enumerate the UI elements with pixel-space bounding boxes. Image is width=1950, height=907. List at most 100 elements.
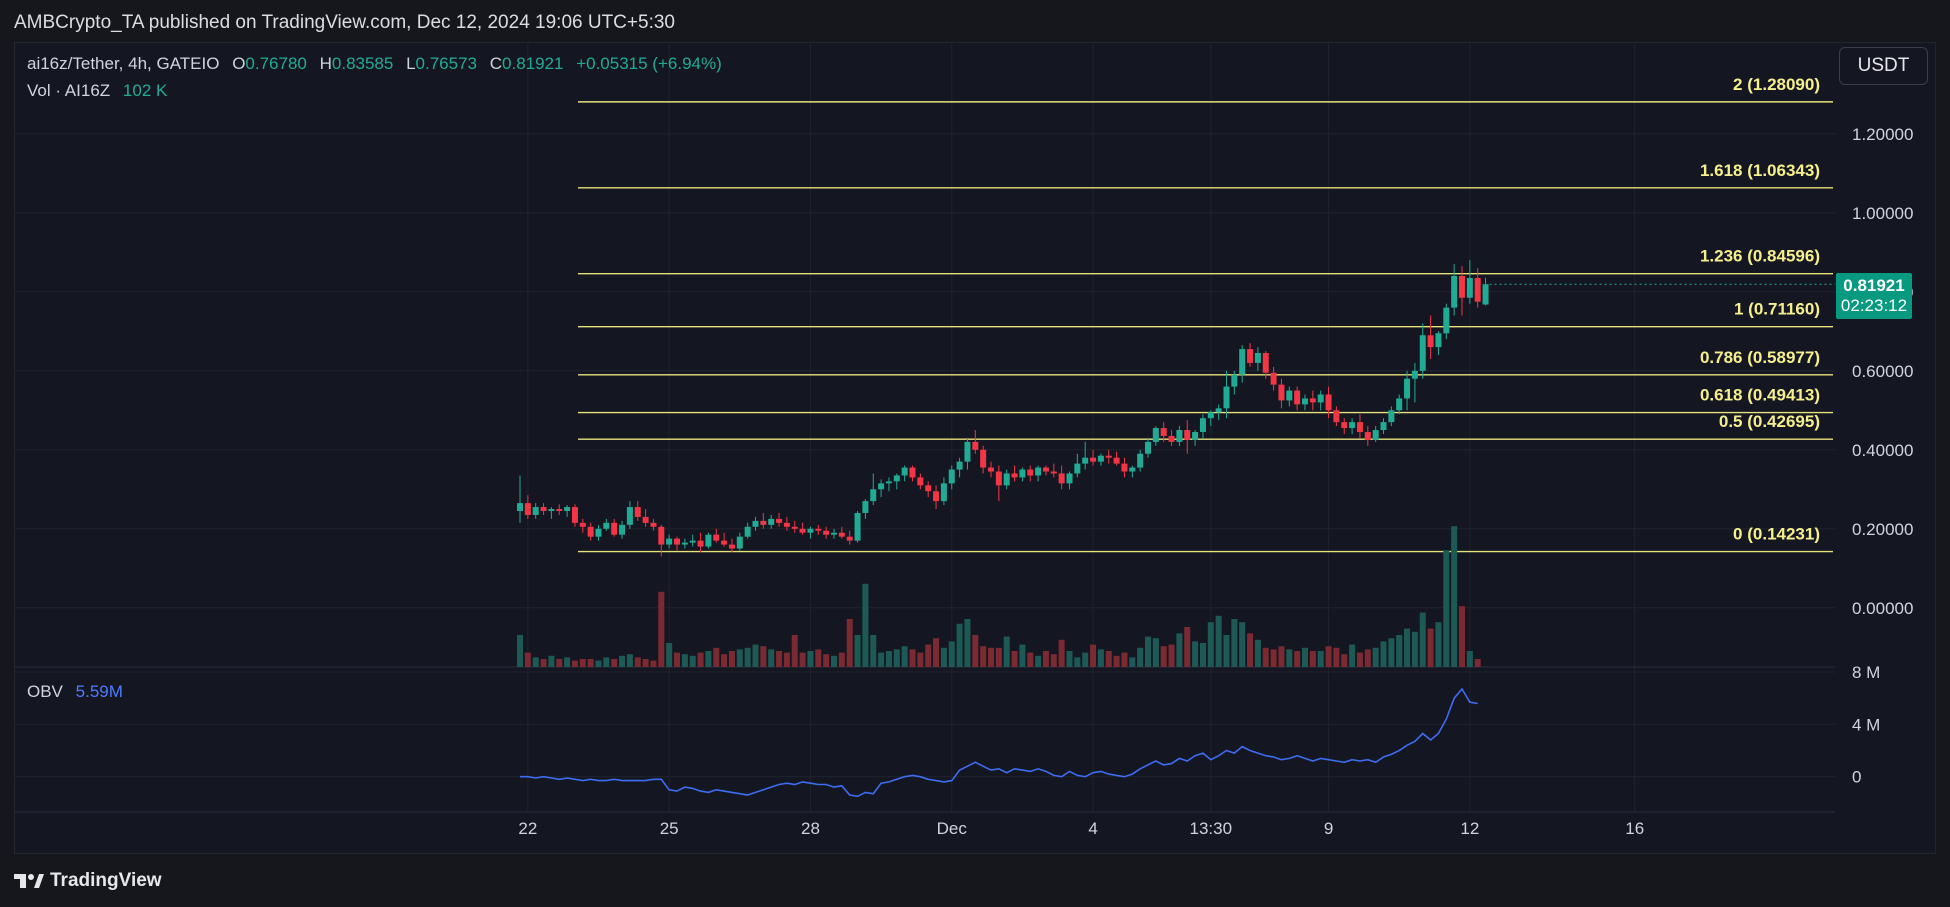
candle-body bbox=[666, 538, 673, 545]
time-axis-label: 4 bbox=[1088, 819, 1097, 838]
volume-bar bbox=[1443, 550, 1450, 667]
volume-bar bbox=[1058, 639, 1065, 667]
candle-body bbox=[1254, 353, 1261, 363]
publish-header-text: AMBCrypto_TA published on TradingView.co… bbox=[14, 12, 675, 33]
candle-body bbox=[1482, 284, 1489, 305]
candle-body bbox=[995, 471, 1002, 486]
candle-body bbox=[815, 528, 822, 531]
volume-bar bbox=[885, 651, 892, 667]
candle-body bbox=[540, 507, 547, 511]
volume-bar bbox=[1019, 644, 1026, 667]
volume-bar bbox=[619, 655, 626, 667]
candle-body bbox=[571, 507, 578, 523]
candle-body bbox=[1302, 398, 1308, 405]
candle-body bbox=[1168, 435, 1175, 442]
candle-body bbox=[579, 522, 586, 527]
candle-body bbox=[1411, 370, 1418, 379]
candle-body bbox=[1105, 455, 1112, 458]
volume-bar bbox=[1145, 636, 1151, 667]
obv-axis-label: 8 M bbox=[1852, 663, 1880, 682]
obv-legend: OBV 5.59M bbox=[27, 682, 123, 702]
candle-body bbox=[791, 526, 798, 529]
candle-body bbox=[1474, 277, 1481, 302]
candle-body bbox=[1199, 418, 1206, 433]
volume-bar bbox=[1097, 649, 1104, 667]
currency-button[interactable]: USDT bbox=[1839, 47, 1928, 85]
fib-level-label: 1.618 (1.06343) bbox=[1700, 161, 1820, 180]
candle-body bbox=[1003, 473, 1010, 486]
volume-bar bbox=[1333, 647, 1340, 667]
candle-body bbox=[948, 469, 955, 484]
last-price: 0.81921 bbox=[1843, 276, 1905, 295]
publish-header: AMBCrypto_TA published on TradingView.co… bbox=[0, 0, 1950, 42]
volume-bar bbox=[611, 659, 618, 667]
volume-bar bbox=[1294, 651, 1301, 667]
volume-bar bbox=[1349, 644, 1356, 667]
candle-body bbox=[1466, 277, 1473, 298]
candle-body bbox=[1372, 430, 1379, 440]
candle-body bbox=[752, 520, 759, 527]
volume-bar bbox=[1254, 639, 1261, 667]
volume-bar bbox=[1231, 619, 1238, 667]
volume-bar bbox=[1239, 622, 1246, 667]
price-axis-label: 0.00000 bbox=[1852, 599, 1913, 618]
candle-body bbox=[619, 524, 626, 535]
candle-body bbox=[1239, 349, 1246, 375]
time-axis-label: 28 bbox=[801, 819, 820, 838]
volume-bar bbox=[1278, 646, 1285, 667]
volume-bar bbox=[1411, 631, 1418, 667]
bar-countdown: 02:23:12 bbox=[1840, 296, 1908, 315]
volume-bar bbox=[744, 647, 751, 667]
volume-bar bbox=[988, 647, 994, 667]
volume-bar bbox=[1466, 651, 1473, 667]
candle-body bbox=[831, 532, 837, 535]
volume-label[interactable]: Vol · AI16Z bbox=[27, 81, 111, 100]
volume-bar bbox=[1388, 638, 1395, 667]
volume-bar bbox=[736, 649, 743, 667]
volume-bar bbox=[846, 619, 853, 667]
time-axis-label: 9 bbox=[1324, 819, 1333, 838]
candle-body bbox=[532, 507, 539, 515]
price-axis-label: 1.20000 bbox=[1852, 125, 1913, 144]
candle-body bbox=[885, 481, 892, 484]
obv-label[interactable]: OBV bbox=[27, 682, 63, 701]
time-axis-label: 22 bbox=[518, 819, 537, 838]
volume-bar bbox=[1160, 646, 1167, 667]
obv-value: 5.59M bbox=[75, 682, 123, 701]
candle-body bbox=[721, 540, 728, 545]
candle-body bbox=[1184, 430, 1191, 440]
change-value: +0.05315 (+6.94%) bbox=[576, 54, 722, 73]
candle-body bbox=[1349, 422, 1356, 429]
candle-body bbox=[1419, 335, 1426, 371]
volume-bar bbox=[548, 655, 555, 667]
candle-body bbox=[603, 522, 610, 529]
fib-level-label: 0.618 (0.49413) bbox=[1700, 386, 1820, 405]
candle-body bbox=[783, 522, 790, 527]
volume-bar bbox=[776, 651, 783, 667]
tradingview-logo[interactable]: TradingView bbox=[14, 870, 162, 892]
volume-bar bbox=[1215, 615, 1222, 667]
volume-bar bbox=[870, 635, 877, 667]
volume-bar bbox=[972, 635, 979, 667]
candle-body bbox=[1388, 410, 1395, 423]
obv-indicator bbox=[520, 687, 1478, 798]
candle-body bbox=[1058, 473, 1065, 484]
candle-body bbox=[587, 526, 594, 537]
volume-bar bbox=[1396, 635, 1403, 667]
symbol-name[interactable]: ai16z/Tether, 4h, GATEIO bbox=[27, 54, 220, 73]
high-value: 0.83585 bbox=[331, 54, 394, 73]
candle-body bbox=[1356, 422, 1363, 433]
candle-body bbox=[1325, 394, 1332, 411]
volume-bar bbox=[1090, 644, 1097, 667]
price-axis-label: 0.60000 bbox=[1852, 362, 1913, 381]
volume-bar bbox=[799, 652, 806, 667]
tradingview-brand: TradingView bbox=[50, 870, 162, 891]
volume-bar bbox=[1419, 612, 1426, 667]
candle-body bbox=[1152, 428, 1159, 442]
open-label: O bbox=[232, 54, 246, 73]
volume-bar bbox=[940, 647, 947, 667]
candle-body bbox=[1247, 349, 1254, 363]
candle-body bbox=[713, 534, 720, 541]
volume-bar bbox=[1286, 649, 1293, 667]
